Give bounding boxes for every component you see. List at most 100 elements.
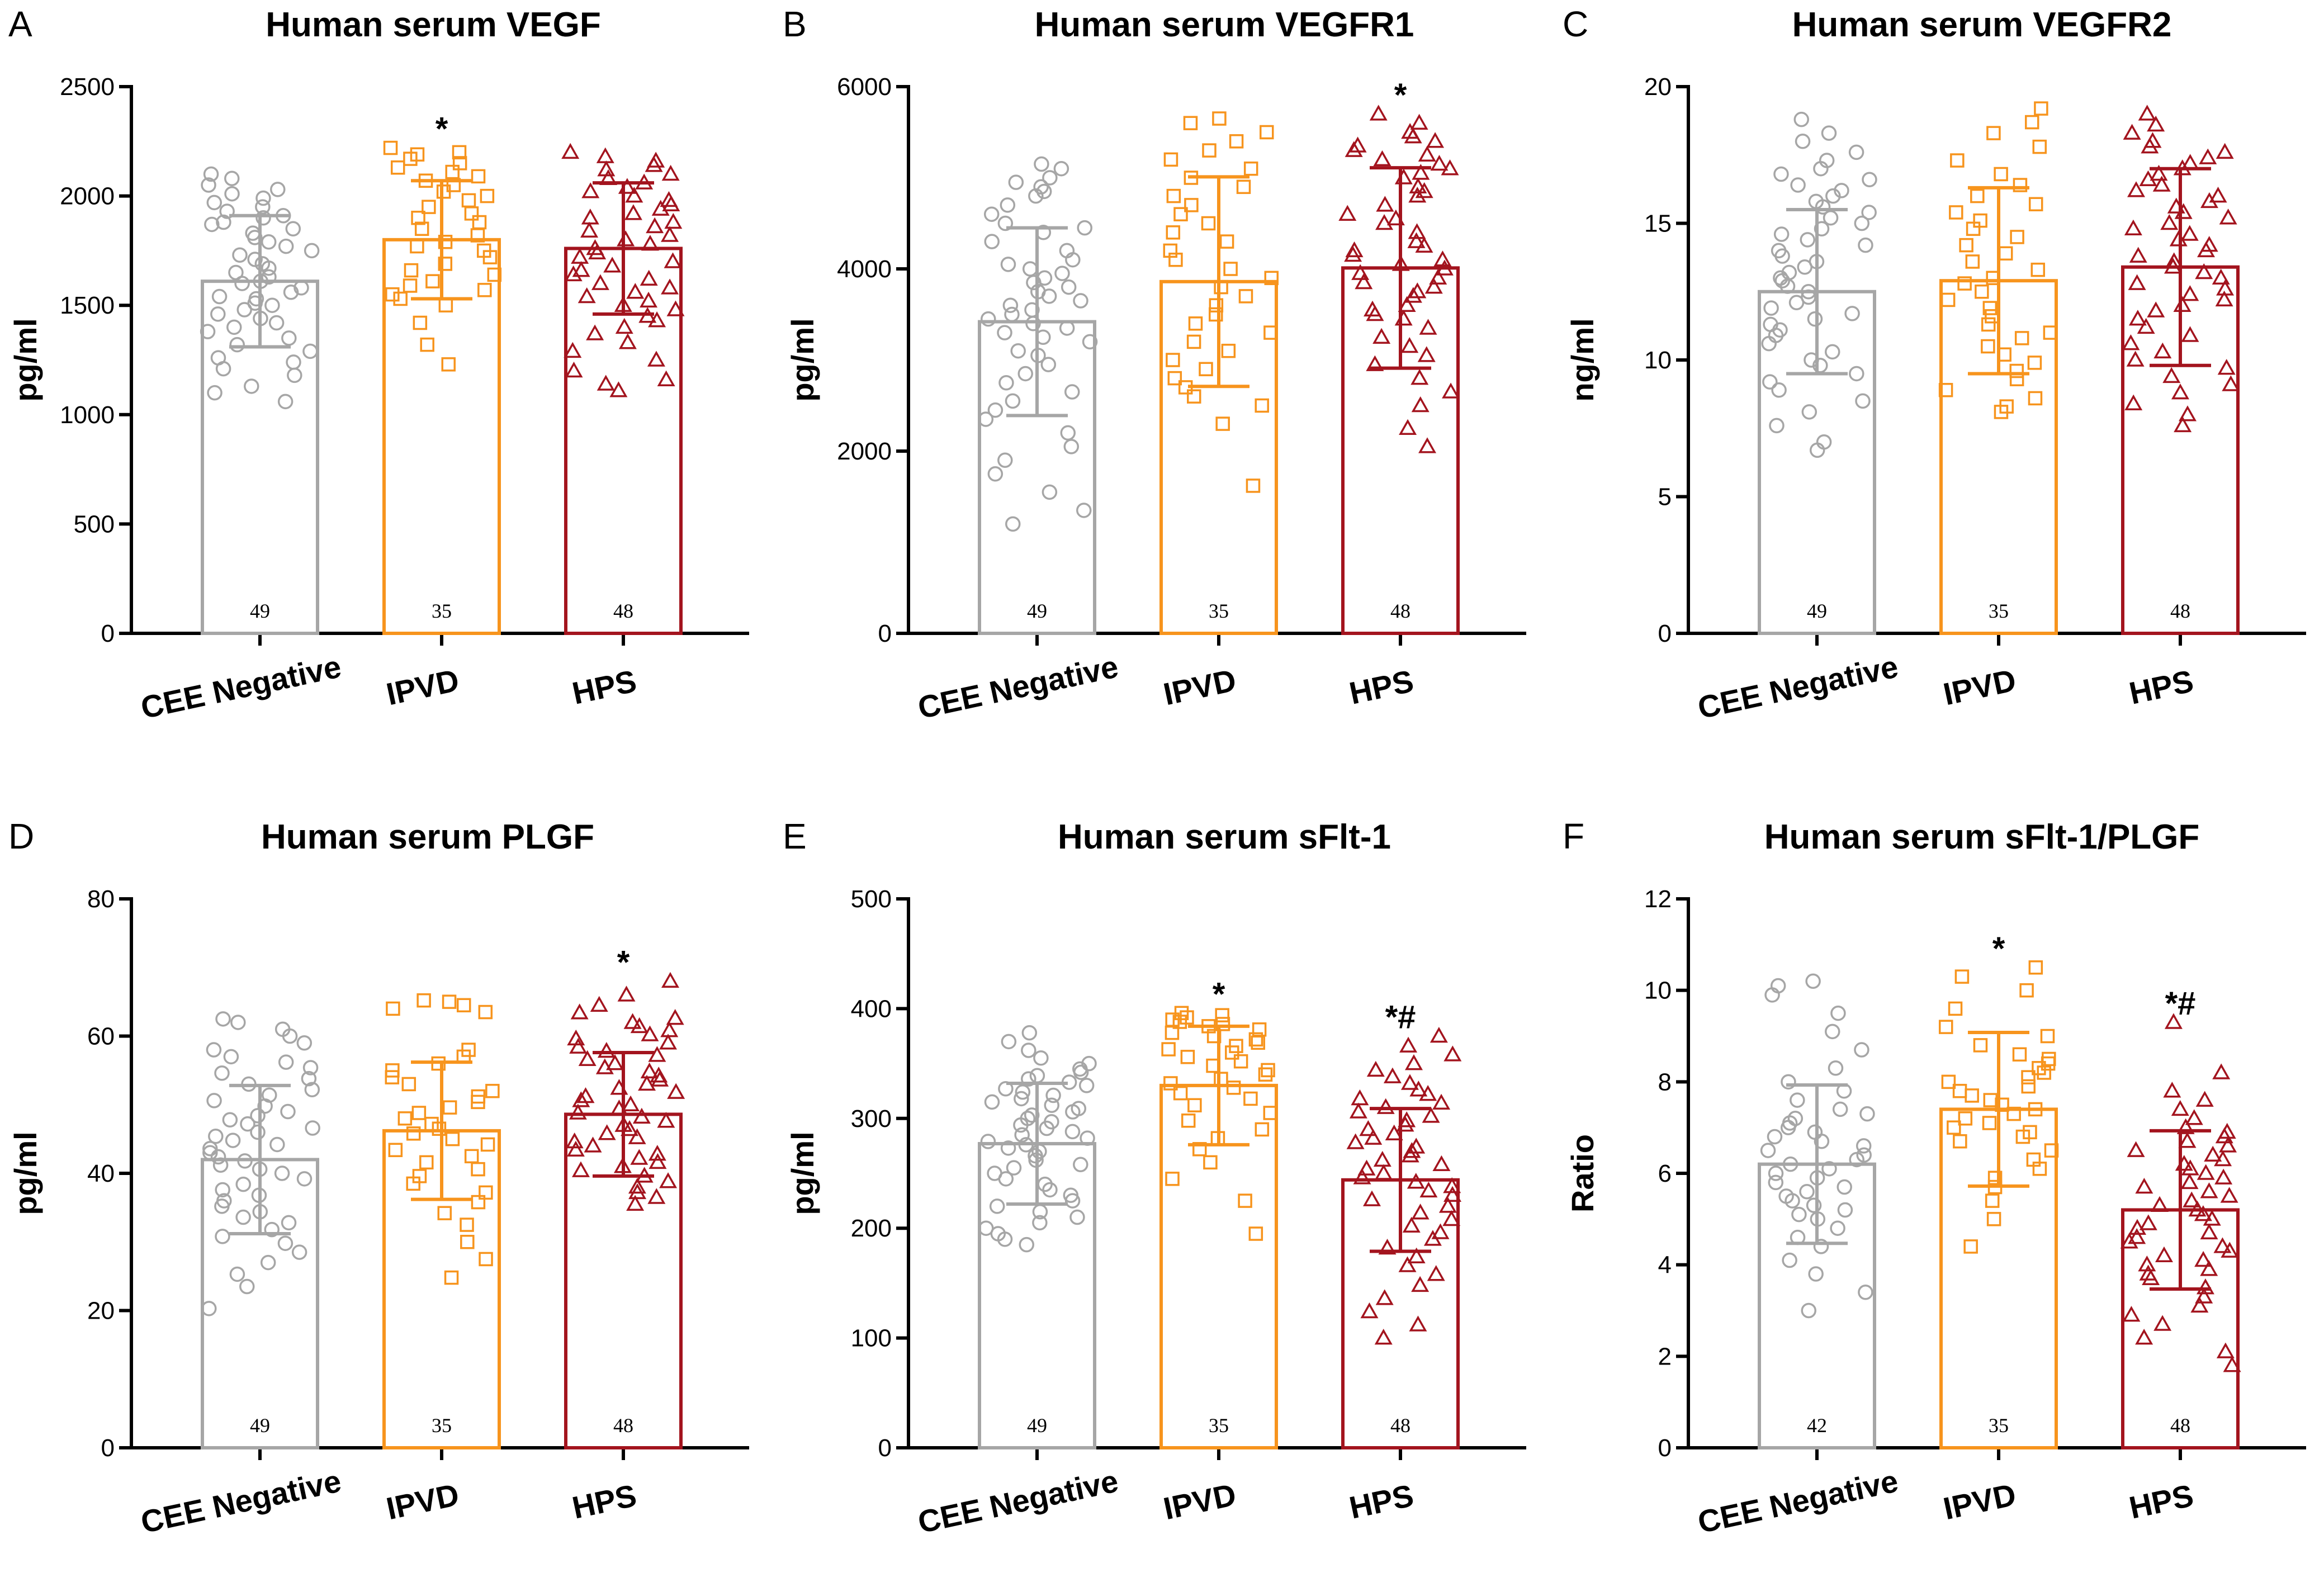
data-point bbox=[1443, 1045, 1462, 1062]
data-point bbox=[224, 170, 240, 187]
data-point bbox=[666, 300, 685, 316]
data-point bbox=[424, 1116, 439, 1131]
data-point bbox=[1031, 1143, 1047, 1159]
data-point bbox=[2013, 178, 2028, 192]
data-point bbox=[998, 1081, 1014, 1097]
data-point bbox=[280, 1103, 296, 1120]
data-point bbox=[648, 1046, 666, 1062]
data-point bbox=[1848, 144, 1864, 160]
data-point bbox=[2181, 285, 2199, 301]
n-label: 48 bbox=[613, 600, 633, 622]
data-point bbox=[1938, 383, 1953, 397]
data-point bbox=[1410, 113, 1428, 130]
data-point bbox=[1411, 1204, 1430, 1220]
data-point bbox=[1830, 1005, 1846, 1021]
data-point bbox=[301, 1070, 317, 1087]
data-point bbox=[1021, 1071, 1036, 1087]
data-point bbox=[1763, 300, 1779, 316]
data-point bbox=[1080, 1130, 1095, 1146]
data-point bbox=[224, 186, 240, 202]
data-point bbox=[1407, 1173, 1425, 1189]
data-point bbox=[1965, 1088, 1979, 1103]
data-point bbox=[1238, 1193, 1252, 1208]
data-point bbox=[255, 199, 271, 215]
data-point bbox=[444, 1270, 459, 1285]
data-point bbox=[1248, 1226, 1263, 1241]
data-point bbox=[207, 385, 223, 401]
data-point bbox=[1258, 1067, 1273, 1082]
data-point bbox=[998, 375, 1014, 391]
y-tick-label: 15 bbox=[1644, 210, 1672, 238]
data-point bbox=[1166, 353, 1180, 367]
data-point bbox=[598, 1124, 616, 1140]
y-tick-label: 0 bbox=[1658, 620, 1672, 647]
data-point bbox=[283, 284, 299, 300]
n-label: 49 bbox=[1807, 600, 1827, 622]
data-point bbox=[661, 226, 679, 242]
data-point bbox=[1071, 1101, 1087, 1116]
data-point bbox=[1212, 111, 1227, 126]
data-point bbox=[561, 143, 580, 159]
data-point bbox=[984, 1094, 1000, 1110]
data-point bbox=[997, 452, 1013, 468]
data-point bbox=[471, 1195, 486, 1210]
data-point bbox=[240, 1116, 255, 1132]
data-point bbox=[1033, 1050, 1049, 1066]
data-point bbox=[235, 1176, 251, 1192]
data-point bbox=[1430, 154, 1449, 171]
data-point bbox=[1187, 1098, 1202, 1112]
n-label: 35 bbox=[1209, 1414, 1229, 1437]
data-point bbox=[2135, 1329, 2153, 1345]
data-point bbox=[617, 230, 635, 247]
data-point bbox=[1373, 150, 1391, 167]
data-point bbox=[1982, 1116, 1997, 1130]
data-point bbox=[410, 239, 424, 254]
data-point bbox=[1233, 1054, 1248, 1069]
y-tick-label: 2000 bbox=[60, 183, 115, 210]
data-point bbox=[1858, 1285, 1873, 1300]
data-point bbox=[1438, 1197, 1457, 1213]
data-point bbox=[1349, 1102, 1367, 1119]
data-point bbox=[621, 1120, 639, 1136]
data-point bbox=[1856, 1138, 1872, 1154]
data-point bbox=[980, 1134, 996, 1149]
data-point bbox=[1407, 1247, 1426, 1264]
data-point bbox=[247, 252, 263, 267]
y-tick-label: 20 bbox=[87, 1297, 115, 1325]
data-point bbox=[640, 1062, 659, 1079]
data-point bbox=[442, 1100, 457, 1115]
data-point bbox=[228, 264, 244, 281]
data-point bbox=[565, 362, 583, 378]
data-point bbox=[1002, 297, 1019, 313]
y-tick-label: 0 bbox=[101, 1434, 115, 1462]
data-point bbox=[1403, 1142, 1421, 1158]
data-point bbox=[2200, 1260, 2218, 1276]
data-point bbox=[1261, 1063, 1275, 1078]
data-point bbox=[2124, 394, 2143, 410]
data-point bbox=[302, 343, 318, 359]
x-tick-label: IPVD bbox=[383, 1477, 462, 1527]
data-point bbox=[208, 1128, 224, 1144]
data-point bbox=[2204, 1145, 2222, 1162]
data-point bbox=[1351, 264, 1370, 280]
y-axis-label: ng/ml bbox=[1565, 318, 1600, 401]
data-point bbox=[1950, 153, 1965, 168]
data-point bbox=[1986, 126, 2001, 140]
data-point bbox=[2126, 350, 2145, 367]
data-point bbox=[640, 291, 658, 308]
data-point bbox=[232, 247, 248, 263]
data-point bbox=[1375, 1289, 1394, 1305]
data-point bbox=[201, 177, 216, 193]
data-point bbox=[1021, 1043, 1036, 1058]
data-point bbox=[438, 235, 453, 249]
data-point bbox=[1001, 1034, 1017, 1050]
data-point bbox=[1161, 1042, 1176, 1056]
data-point bbox=[480, 188, 495, 203]
y-tick-label: 500 bbox=[851, 885, 892, 913]
data-point bbox=[2120, 1233, 2138, 1249]
data-point bbox=[606, 1054, 624, 1070]
data-point bbox=[2200, 1182, 2218, 1198]
data-point bbox=[2021, 1079, 2036, 1094]
data-point bbox=[1854, 215, 1870, 231]
data-point bbox=[1010, 343, 1026, 359]
